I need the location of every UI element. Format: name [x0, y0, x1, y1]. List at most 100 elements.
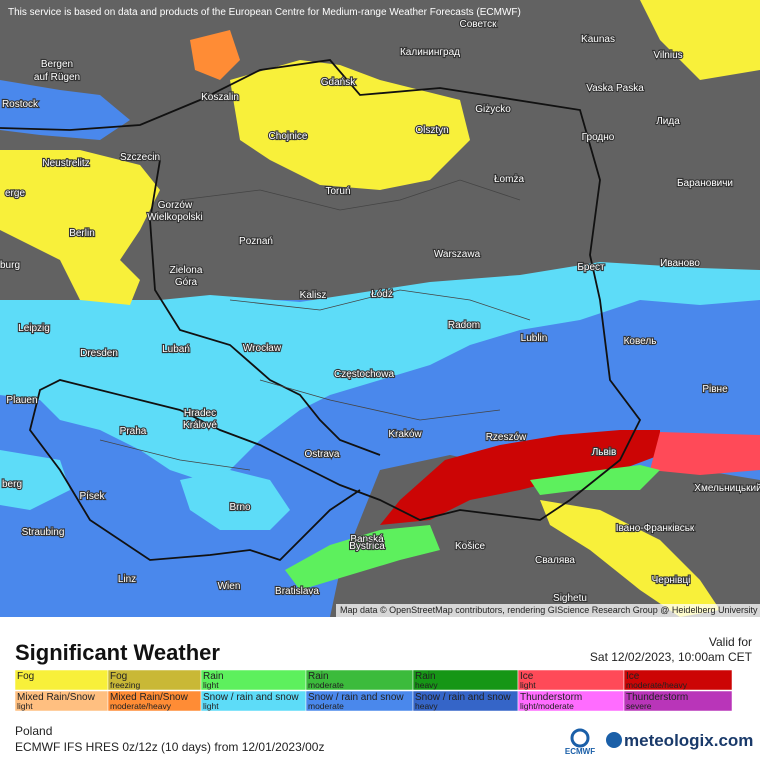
legend-name: Mixed Rain/Snow: [110, 692, 189, 703]
legend-name: Snow / rain and snow: [415, 692, 511, 703]
city-label: Toruń: [325, 186, 350, 197]
city-label: Брест: [577, 262, 605, 273]
city-label: Písek: [79, 491, 105, 502]
city-label: Львів: [592, 447, 617, 458]
notice: This service is based on data and produc…: [8, 7, 521, 18]
legend-name: Ice: [626, 671, 640, 682]
city-label: Straubing: [22, 527, 65, 538]
city-label: erge: [5, 188, 25, 199]
city-label: Banská: [350, 534, 384, 545]
attribution-bg: [336, 604, 760, 617]
city-label: Dresden: [80, 348, 118, 359]
legend-detail: freezing: [110, 680, 141, 690]
legend-name: Mixed Rain/Snow: [17, 692, 96, 703]
city-label: Poznań: [239, 236, 273, 247]
city-label: Góra: [175, 277, 198, 288]
legend-title: Significant Weather: [15, 640, 220, 665]
city-label: Radom: [448, 320, 480, 331]
model-info: ECMWF IFS HRES 0z/12z (10 days) from 12/…: [15, 740, 324, 754]
city-label: Rostock: [2, 99, 39, 110]
city-label: Хмельницький: [694, 483, 760, 494]
legend-detail: light: [203, 680, 219, 690]
city-label: Vaska Paska: [586, 83, 644, 94]
legend-detail: light: [520, 680, 536, 690]
city-label: Łomża: [494, 174, 524, 185]
valid-time: Sat 12/02/2023, 10:00am CET: [590, 650, 753, 664]
city-label: Hradec: [184, 408, 216, 419]
legend-name: Snow / rain and snow: [308, 692, 404, 703]
city-label: Рівне: [702, 384, 728, 395]
city-label: Rzeszów: [486, 432, 527, 443]
legend-detail: severe: [626, 701, 652, 711]
legend-name: Rain: [203, 671, 224, 682]
city-label: Гродно: [582, 132, 615, 143]
city-label: Wrocław: [243, 343, 282, 354]
city-label: Івано-Франківськ: [616, 523, 695, 534]
city-label: Kalisz: [300, 290, 327, 301]
agency: ECMWF: [565, 747, 595, 756]
city-label: Králové: [183, 420, 217, 431]
city-label: berg: [2, 479, 22, 490]
legend-name: Rain: [308, 671, 329, 682]
city-label: Neustrelitz: [42, 158, 89, 169]
legend-detail: light: [203, 701, 219, 711]
legend-name: Thunderstorm: [626, 692, 688, 703]
city-label: Linz: [118, 574, 136, 585]
legend-name: Fog: [110, 671, 127, 682]
city-label: Vilnius: [653, 50, 682, 61]
city-label: Gorzów: [158, 200, 193, 211]
city-label: Калининград: [400, 47, 460, 58]
city-label: Kaunas: [581, 34, 615, 45]
city-label: Warszawa: [434, 249, 481, 260]
ecmwf-logo: [570, 728, 590, 748]
city-label: Lubań: [162, 344, 190, 355]
city-label: Giżycko: [475, 104, 511, 115]
legend-detail: moderate/heavy: [626, 680, 688, 690]
city-label: Иваново: [660, 258, 700, 269]
city-label: Częstochowa: [334, 369, 394, 380]
city-label: burg: [0, 260, 20, 271]
legend-detail: heavy: [415, 680, 438, 690]
legend-name: Thunderstorm: [520, 692, 582, 703]
legend-detail: light/moderate: [520, 701, 574, 711]
city-labels: Советск Kaunas Vilnius Bergen auf Rügen Калин…: [0, 18, 760, 605]
city-label: Praha: [120, 426, 147, 437]
legend-detail: heavy: [415, 701, 438, 711]
legend-name: Ice: [520, 671, 534, 682]
city-label: Chojnice: [269, 131, 308, 142]
city-label: Bergen: [41, 59, 73, 70]
legend-name: Rain: [415, 671, 436, 682]
map: [0, 0, 760, 617]
city-label: Brno: [229, 502, 251, 513]
city-label: Советск: [459, 19, 497, 30]
legend-swatch: [623, 690, 733, 712]
city-label: Ostrava: [304, 449, 339, 460]
city-label: Bystrica: [349, 541, 385, 552]
city-label: Свалява: [535, 555, 575, 566]
city-label: Leipzig: [18, 323, 50, 334]
city-label: Koszalin: [201, 92, 239, 103]
city-label: auf Rügen: [34, 72, 80, 83]
city-label: Wien: [218, 581, 241, 592]
city-label: Łódź: [371, 289, 393, 300]
legend-swatch: [623, 669, 733, 691]
city-label: Барановичи: [677, 178, 733, 189]
attribution: Map data © OpenStreetMap contributors, r…: [340, 605, 758, 615]
legend: Fog FogfreezingRainlightRainmoderateRainh…: [14, 669, 733, 712]
city-label: Лида: [656, 116, 680, 127]
brand: meteologix.com: [624, 731, 753, 750]
city-label: Чернівці: [652, 575, 691, 586]
city-label: Olsztyn: [415, 125, 448, 136]
city-label: Plauen: [6, 395, 37, 406]
legend-name: Snow / rain and snow: [203, 692, 299, 703]
city-label: Ковель: [624, 336, 657, 347]
valid-label: Valid for: [709, 635, 752, 649]
legend-detail: light: [17, 701, 33, 711]
city-label: Lublin: [521, 333, 548, 344]
city-label: Bratislava: [275, 586, 319, 597]
legend-name: Fog: [17, 671, 34, 682]
city-label: Kraków: [388, 429, 422, 440]
region: Poland: [15, 724, 52, 738]
